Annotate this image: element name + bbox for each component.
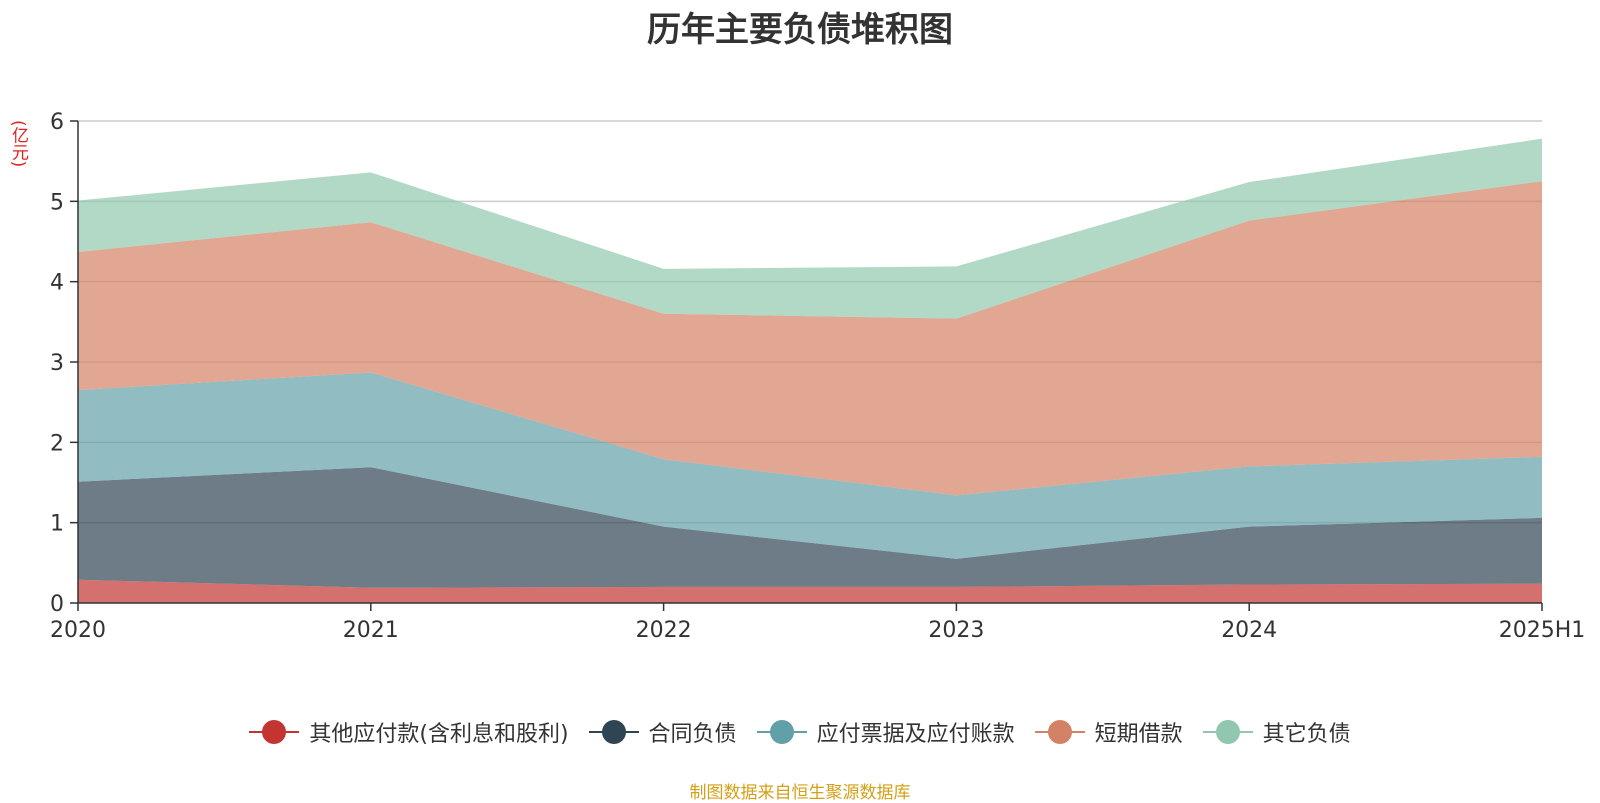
legend-marker-icon	[1034, 720, 1085, 744]
legend-item-1[interactable]: 其他应付款(含利息和股利)	[249, 716, 569, 748]
y-tick-label: 2	[50, 431, 64, 456]
area-series-2[interactable]	[78, 467, 1542, 588]
x-tick-label: 2025H1	[1499, 618, 1586, 643]
legend: 其他应付款(含利息和股利) 合同负债 应付票据及应付账款 短期借款 其它负债	[0, 716, 1600, 748]
axes: 0 1 2 3 4 5 6 2020 2021 2022 2023 2024 2025H1	[50, 110, 1585, 643]
stacked-area-chart: 0 1 2 3 4 5 6 2020 2021 2022 2023 2024 2025H1	[50, 110, 1585, 643]
legend-item-5[interactable]: 其它负债	[1202, 716, 1351, 748]
y-tick-label: 4	[50, 271, 64, 296]
legend-marker-icon	[249, 720, 300, 744]
area-series-5[interactable]	[78, 138, 1542, 319]
legend-marker-icon	[588, 720, 639, 744]
area-series-3[interactable]	[78, 372, 1542, 559]
area-series-1[interactable]	[78, 579, 1542, 603]
y-tick-label: 6	[50, 110, 64, 135]
legend-label: 其他应付款(含利息和股利)	[309, 722, 569, 747]
x-tick-label: 2024	[1221, 618, 1277, 643]
x-tick-label: 2020	[50, 618, 106, 643]
x-tick-label: 2022	[636, 618, 692, 643]
x-tick-label: 2021	[343, 618, 399, 643]
y-tick-label: 0	[50, 592, 64, 617]
legend-label: 应付票据及应付账款	[816, 722, 1015, 747]
y-tick-label: 3	[50, 351, 64, 376]
legend-label: 短期借款	[1094, 722, 1183, 747]
y-tick-label: 1	[50, 512, 64, 537]
chart-title: 历年主要负债堆积图	[647, 10, 953, 50]
area-series-4[interactable]	[78, 181, 1542, 496]
legend-label: 其它负债	[1262, 722, 1351, 747]
legend-marker-icon	[1202, 720, 1253, 744]
legend-item-3[interactable]: 应付票据及应付账款	[756, 716, 1015, 748]
legend-item-2[interactable]: 合同负债	[588, 716, 737, 748]
y-axis-unit-label: (亿元)	[8, 120, 28, 168]
legend-item-4[interactable]: 短期借款	[1034, 716, 1183, 748]
legend-marker-icon	[756, 720, 807, 744]
legend-label: 合同负债	[648, 722, 737, 747]
y-tick-label: 5	[50, 190, 64, 215]
area-series-group	[78, 138, 1542, 603]
x-tick-label: 2023	[928, 618, 984, 643]
source-note: 制图数据来自恒生聚源数据库	[689, 783, 911, 803]
